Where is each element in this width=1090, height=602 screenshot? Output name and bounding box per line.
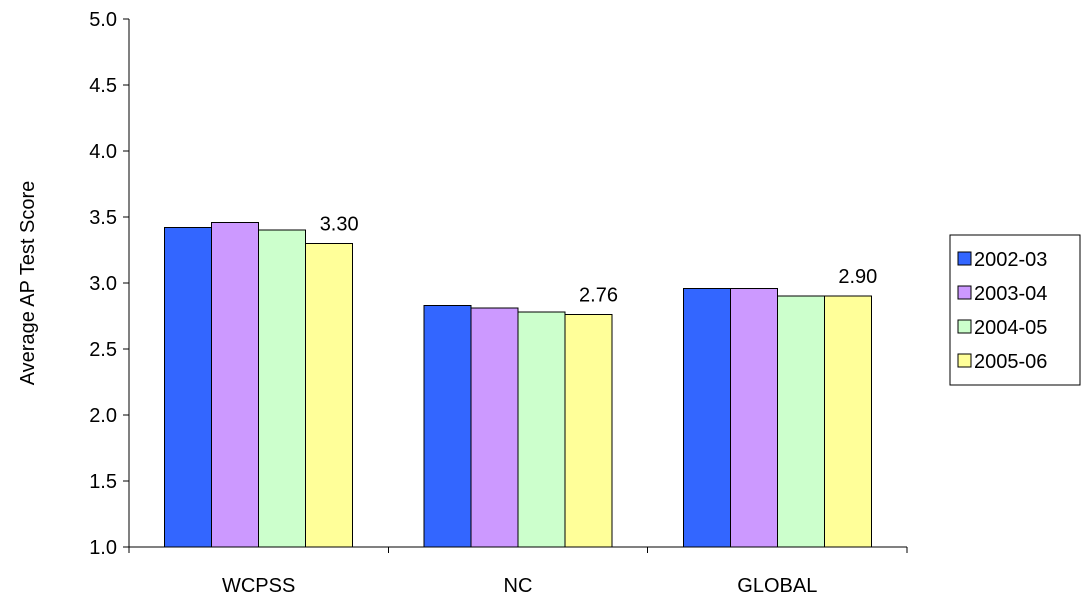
y-tick-label: 3.5 — [89, 207, 117, 229]
data-labels: 3.30 2.76 2.90 — [320, 213, 878, 306]
bar-2005-06-WCPSS — [305, 242, 354, 548]
y-tick-label: 2.5 — [89, 339, 117, 361]
x-category-label: WCPSS — [222, 575, 295, 597]
y-tick-label: 1.5 — [89, 471, 117, 493]
y-tick-label: 2.0 — [89, 405, 117, 427]
legend-label: 2002-03 — [974, 249, 1047, 271]
x-category-label: GLOBAL — [737, 575, 817, 597]
y-tick-label: 4.0 — [89, 141, 117, 163]
data-label: 3.30 — [320, 213, 359, 235]
legend-swatch — [957, 251, 972, 266]
legend-label: 2004-05 — [974, 317, 1047, 339]
legend-swatch — [957, 319, 972, 334]
legend-swatch — [957, 285, 972, 300]
y-tick-label: 4.5 — [89, 75, 117, 97]
legend: 2002-03 2003-04 2004-05 2005-06 — [949, 234, 1081, 386]
bars — [164, 221, 872, 548]
bar-2002-03-NC — [423, 304, 472, 548]
bar-2002-03-GLOBAL — [682, 287, 731, 548]
bar-2003-04-GLOBAL — [729, 287, 778, 548]
bar-2002-03-WCPSS — [164, 227, 213, 548]
bar-2004-05-WCPSS — [258, 229, 307, 548]
x-axis-labels: WCPSS NC GLOBAL — [222, 575, 817, 597]
x-category-label: NC — [504, 575, 533, 597]
bar-2004-05-NC — [517, 311, 566, 548]
data-label: 2.76 — [579, 285, 618, 307]
legend-label: 2003-04 — [974, 283, 1047, 305]
bar-2003-04-NC — [470, 307, 519, 548]
bar-2003-04-WCPSS — [211, 221, 260, 548]
legend-box — [949, 234, 1081, 386]
bar-2005-06-NC — [564, 314, 613, 548]
y-tick-label: 5.0 — [89, 9, 117, 31]
legend-label: 2005-06 — [974, 351, 1047, 373]
y-tick-label: 3.0 — [89, 273, 117, 295]
data-label: 2.90 — [838, 266, 877, 288]
bar-2005-06-GLOBAL — [823, 295, 872, 548]
legend-swatch — [957, 353, 972, 368]
bar-2004-05-GLOBAL — [776, 295, 825, 548]
y-axis-title: Average AP Test Score — [17, 181, 39, 386]
y-tick-label: 1.0 — [89, 537, 117, 559]
y-axis-title-group: Average AP Test Score — [17, 181, 39, 386]
y-axis-ticks: 1.0 1.5 2.0 2.5 3.0 3.5 4.0 4.5 5.0 — [89, 9, 129, 559]
